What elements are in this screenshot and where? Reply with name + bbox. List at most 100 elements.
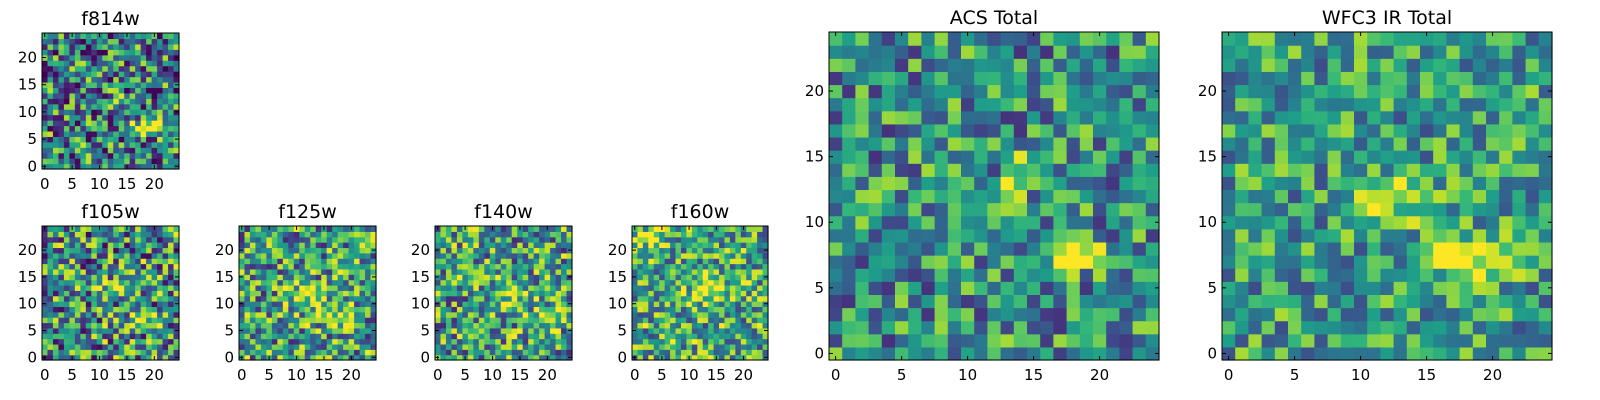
heatmap-cell <box>1106 176 1120 191</box>
heatmap-cell <box>478 258 485 265</box>
heatmap-cell <box>462 263 469 270</box>
heatmap-cell <box>974 84 988 99</box>
heatmap-cell <box>244 231 251 238</box>
heatmap-cell <box>1499 97 1513 112</box>
heatmap-cell <box>140 147 147 154</box>
heatmap-cell <box>277 252 284 259</box>
x-tick-label: 10 <box>1351 366 1370 384</box>
heatmap-cell <box>293 333 300 340</box>
heatmap-cell <box>947 241 962 256</box>
heatmap-cell <box>135 301 142 307</box>
heatmap-cell <box>260 242 267 249</box>
heatmap-cell <box>881 333 896 348</box>
heatmap-cell <box>1340 123 1355 138</box>
y-tick-label: 20 <box>1198 82 1217 100</box>
heatmap-cell <box>271 284 278 291</box>
heatmap-cell <box>484 242 491 249</box>
heatmap-cell <box>829 163 843 177</box>
heatmap-cell <box>550 226 557 232</box>
heatmap-cell <box>1340 215 1355 230</box>
heatmap-cell <box>1486 97 1500 112</box>
heatmap-cell <box>675 263 682 270</box>
heatmap-cell <box>365 317 372 324</box>
heatmap-cell <box>1472 163 1487 177</box>
heatmap-cell <box>740 236 747 243</box>
heatmap-cell <box>146 130 153 137</box>
heatmap-cell <box>1525 176 1540 191</box>
heatmap-cell <box>135 87 142 94</box>
heatmap-cell <box>91 49 98 56</box>
heatmap-cell <box>63 247 70 254</box>
heatmap-cell <box>1340 255 1355 269</box>
heatmap-cell <box>304 349 311 356</box>
heatmap-cell <box>697 327 704 334</box>
heatmap-cell <box>332 354 339 361</box>
heatmap-cell <box>140 317 147 324</box>
heatmap-cell <box>129 349 136 356</box>
heatmap-cell <box>124 236 131 243</box>
heatmap-cell <box>1274 110 1289 125</box>
heatmap-cell <box>96 333 103 340</box>
heatmap-cell <box>42 141 49 148</box>
heatmap-cell <box>539 247 546 254</box>
heatmap-cell <box>63 226 70 232</box>
heatmap-cell <box>648 306 655 313</box>
heatmap-cell <box>91 81 98 88</box>
heatmap-cell <box>52 354 60 361</box>
heatmap-cell <box>533 279 540 286</box>
heatmap-cell <box>1119 163 1134 177</box>
heatmap-cell <box>1433 58 1447 72</box>
heatmap-cell <box>96 49 103 56</box>
heatmap-cell <box>751 268 758 275</box>
heatmap-cell <box>1433 32 1447 46</box>
heatmap-cell <box>1446 58 1461 72</box>
heatmap-cell <box>675 322 682 329</box>
heatmap-cell <box>757 226 764 232</box>
heatmap-cell <box>370 349 377 356</box>
heatmap-cell <box>934 58 949 72</box>
heatmap-cell <box>1027 84 1041 99</box>
heatmap-cell <box>908 281 922 295</box>
heatmap-cell <box>162 322 169 329</box>
heatmap-cell <box>1499 45 1513 59</box>
heatmap-cell <box>80 247 87 254</box>
heatmap-cell <box>511 322 518 329</box>
heatmap-cell <box>69 327 76 334</box>
heatmap-cell <box>757 252 764 259</box>
heatmap-cell <box>151 252 158 259</box>
heatmap-cell <box>124 114 131 121</box>
heatmap-cell <box>124 152 131 159</box>
heatmap-cell <box>550 311 557 318</box>
heatmap-cell <box>58 322 65 329</box>
heatmap-cell <box>260 236 267 243</box>
heatmap-cell <box>1393 320 1408 335</box>
heatmap-cell <box>1222 320 1236 335</box>
heatmap-cell <box>539 236 546 243</box>
heatmap-cell <box>337 284 344 291</box>
heatmap-cell <box>1000 241 1015 256</box>
heatmap-cell <box>511 279 518 286</box>
heatmap-cell <box>354 247 361 254</box>
heatmap-cell <box>1420 136 1434 151</box>
axes-frame <box>1221 31 1553 361</box>
heatmap-cell <box>961 176 975 191</box>
heatmap-cell <box>484 263 491 270</box>
heatmap-cell <box>277 242 284 249</box>
heatmap-cell <box>146 333 153 340</box>
heatmap-cell <box>107 43 114 50</box>
heatmap-cell <box>58 136 65 143</box>
heatmap-cell <box>1486 307 1500 322</box>
heatmap-cell <box>473 354 480 361</box>
heatmap-cell <box>151 65 158 72</box>
heatmap-cell <box>1538 110 1553 125</box>
heatmap-cell <box>517 263 524 270</box>
heatmap-cell <box>58 258 65 265</box>
heatmap-cell <box>151 349 158 356</box>
heatmap-cell <box>440 258 447 265</box>
heatmap-cell <box>740 258 747 265</box>
heatmap-cell <box>757 354 764 361</box>
heatmap-cell <box>653 290 660 297</box>
heatmap-cell <box>91 226 98 232</box>
heatmap-cell <box>85 158 92 165</box>
